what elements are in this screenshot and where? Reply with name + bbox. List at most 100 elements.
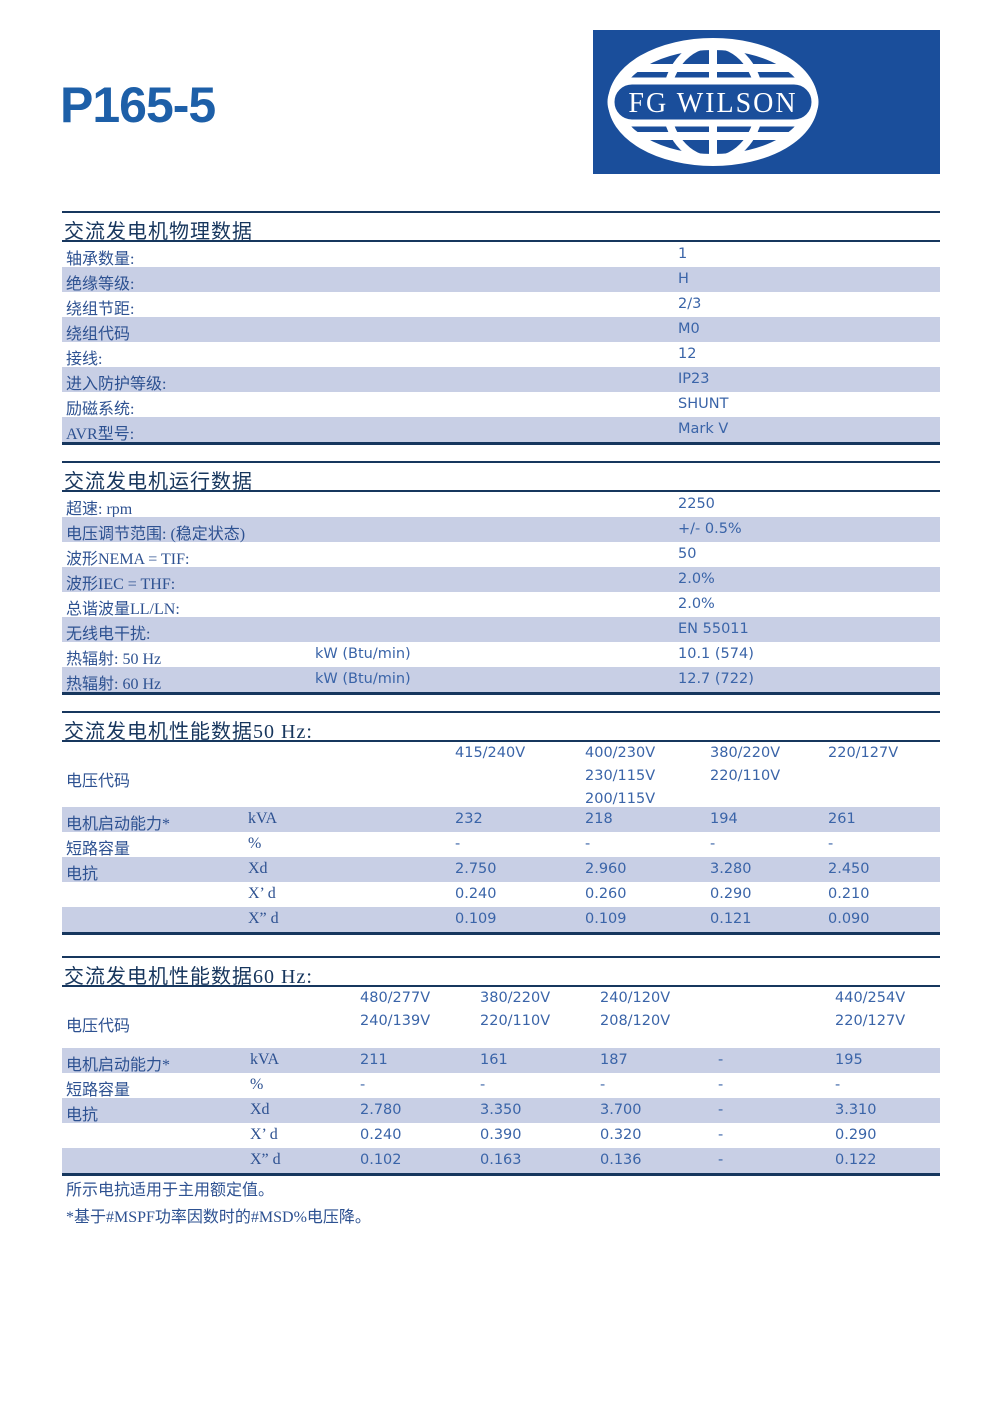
perf-value: 0.102 bbox=[360, 1152, 402, 1168]
perf-value: 0.109 bbox=[455, 911, 497, 927]
perf-value: 187 bbox=[600, 1052, 628, 1068]
perf-value: - bbox=[718, 1102, 724, 1118]
voltage-label: 电压代码 bbox=[66, 773, 131, 790]
perf-value: 3.310 bbox=[835, 1102, 877, 1118]
divider bbox=[62, 956, 940, 958]
perf-value: 211 bbox=[360, 1052, 388, 1068]
voltage-option: 440/254V bbox=[835, 990, 906, 1006]
voltage-option: 400/230V bbox=[585, 745, 656, 761]
perf-value: - bbox=[710, 836, 716, 852]
voltage-option: 220/110V bbox=[480, 1013, 551, 1029]
perf-value: - bbox=[600, 1077, 606, 1093]
spec-row: 波形NEMA = TIF: 50 bbox=[62, 542, 940, 568]
perf-label: 短路容量 bbox=[66, 841, 131, 858]
perf-value: 195 bbox=[835, 1052, 863, 1068]
perf-row: X” d 0.109 0.109 0.121 0.090 bbox=[62, 907, 940, 932]
perf-value: 3.280 bbox=[710, 861, 752, 877]
divider bbox=[62, 711, 940, 713]
perf-row: 电抗 Xd 2.780 3.350 3.700 - 3.310 bbox=[62, 1098, 940, 1124]
perf-value: - bbox=[455, 836, 461, 852]
spec-value: 50 bbox=[678, 546, 697, 562]
perf-value: 0.260 bbox=[585, 886, 627, 902]
voltage-option: 200/115V bbox=[585, 791, 656, 807]
perf-row: 短路容量 % - - - - bbox=[62, 832, 940, 858]
spec-value: 12 bbox=[678, 346, 697, 362]
voltage-option: 230/115V bbox=[585, 768, 656, 784]
perf-label: 电机启动能力* bbox=[66, 816, 171, 833]
globe-icon: FG WILSON bbox=[607, 38, 819, 166]
spec-value: 2.0% bbox=[678, 571, 715, 587]
section-title: 交流发电机性能数据60 Hz: bbox=[64, 966, 313, 988]
spec-label: 绕组代码 bbox=[66, 326, 131, 343]
voltage-option: 480/277V bbox=[360, 990, 431, 1006]
voltage-header: 电压代码 415/240V 400/230V 230/115V 200/115V… bbox=[62, 742, 940, 807]
spec-value: 2250 bbox=[678, 496, 715, 512]
perf-value: 2.960 bbox=[585, 861, 627, 877]
spec-row: AVR型号: Mark V bbox=[62, 417, 940, 443]
spec-label: 轴承数量: bbox=[66, 251, 135, 268]
divider bbox=[62, 740, 940, 742]
voltage-option: 220/127V bbox=[828, 745, 899, 761]
divider bbox=[62, 490, 940, 492]
perf-value: 0.136 bbox=[600, 1152, 642, 1168]
perf-label: 短路容量 bbox=[66, 1082, 131, 1099]
section-operation-data: 交流发电机运行数据 超速: rpm 2250 电压调节范围: (稳定状态) +/… bbox=[62, 461, 940, 695]
perf-value: 0.290 bbox=[710, 886, 752, 902]
perf-row: 电抗 Xd 2.750 2.960 3.280 2.450 bbox=[62, 857, 940, 883]
voltage-label: 电压代码 bbox=[66, 1018, 131, 1035]
perf-value: 161 bbox=[480, 1052, 508, 1068]
perf-unit: Xd bbox=[248, 860, 268, 877]
perf-value: 0.090 bbox=[828, 911, 870, 927]
spec-label: 热辐射: 60 Hz bbox=[66, 676, 162, 693]
perf-value: - bbox=[835, 1077, 841, 1093]
spec-unit: kW (Btu/min) bbox=[315, 646, 411, 662]
perf-value: 261 bbox=[828, 811, 856, 827]
voltage-option: 415/240V bbox=[455, 745, 526, 761]
voltage-header: 电压代码 480/277V 240/139V 380/220V 220/110V… bbox=[62, 987, 940, 1048]
spec-row: 超速: rpm 2250 bbox=[62, 492, 940, 518]
perf-value: - bbox=[828, 836, 834, 852]
spec-value: Mark V bbox=[678, 421, 729, 437]
divider bbox=[62, 932, 940, 935]
spec-label: 波形NEMA = TIF: bbox=[66, 551, 190, 568]
perf-unit: % bbox=[248, 835, 262, 852]
perf-value: 0.163 bbox=[480, 1152, 522, 1168]
spec-row: 轴承数量: 1 bbox=[62, 242, 940, 268]
perf-value: 232 bbox=[455, 811, 483, 827]
section-title: 交流发电机性能数据50 Hz: bbox=[64, 721, 313, 743]
perf-unit: X’ d bbox=[248, 885, 276, 902]
perf-value: 0.240 bbox=[360, 1127, 402, 1143]
section-title: 交流发电机运行数据 bbox=[64, 471, 253, 493]
spec-value: 1 bbox=[678, 246, 688, 262]
perf-value: 2.750 bbox=[455, 861, 497, 877]
voltage-option: 380/220V bbox=[710, 745, 781, 761]
divider bbox=[62, 240, 940, 242]
divider bbox=[62, 211, 940, 213]
perf-value: 194 bbox=[710, 811, 738, 827]
spec-row: 电压调节范围: (稳定状态) +/- 0.5% bbox=[62, 517, 940, 543]
perf-unit: kVA bbox=[248, 810, 278, 827]
divider bbox=[62, 692, 940, 695]
spec-label: 超速: rpm bbox=[66, 501, 133, 518]
spec-label: 总谐波量LL/LN: bbox=[66, 601, 180, 618]
perf-value: 0.210 bbox=[828, 886, 870, 902]
spec-unit: kW (Btu/min) bbox=[315, 671, 411, 687]
perf-row: X’ d 0.240 0.390 0.320 - 0.290 bbox=[62, 1123, 940, 1148]
spec-row: 绝缘等级: H bbox=[62, 267, 940, 293]
perf-value: 3.700 bbox=[600, 1102, 642, 1118]
spec-row: 接线: 12 bbox=[62, 342, 940, 368]
spec-row: 热辐射: 60 Hz kW (Btu/min) 12.7 (722) bbox=[62, 667, 940, 693]
spec-value: IP23 bbox=[678, 371, 710, 387]
spec-row: 进入防护等级: IP23 bbox=[62, 367, 940, 393]
perf-value: 3.350 bbox=[480, 1102, 522, 1118]
divider bbox=[62, 1173, 940, 1176]
spec-label: 绕组节距: bbox=[66, 301, 135, 318]
spec-value: +/- 0.5% bbox=[678, 521, 742, 537]
perf-value: - bbox=[480, 1077, 486, 1093]
perf-value: 0.122 bbox=[835, 1152, 877, 1168]
spec-label: 波形IEC = THF: bbox=[66, 576, 176, 593]
section-title: 交流发电机物理数据 bbox=[64, 221, 253, 243]
perf-value: - bbox=[718, 1077, 724, 1093]
logo-text: FG WILSON bbox=[628, 88, 797, 119]
spec-value: M0 bbox=[678, 321, 700, 337]
